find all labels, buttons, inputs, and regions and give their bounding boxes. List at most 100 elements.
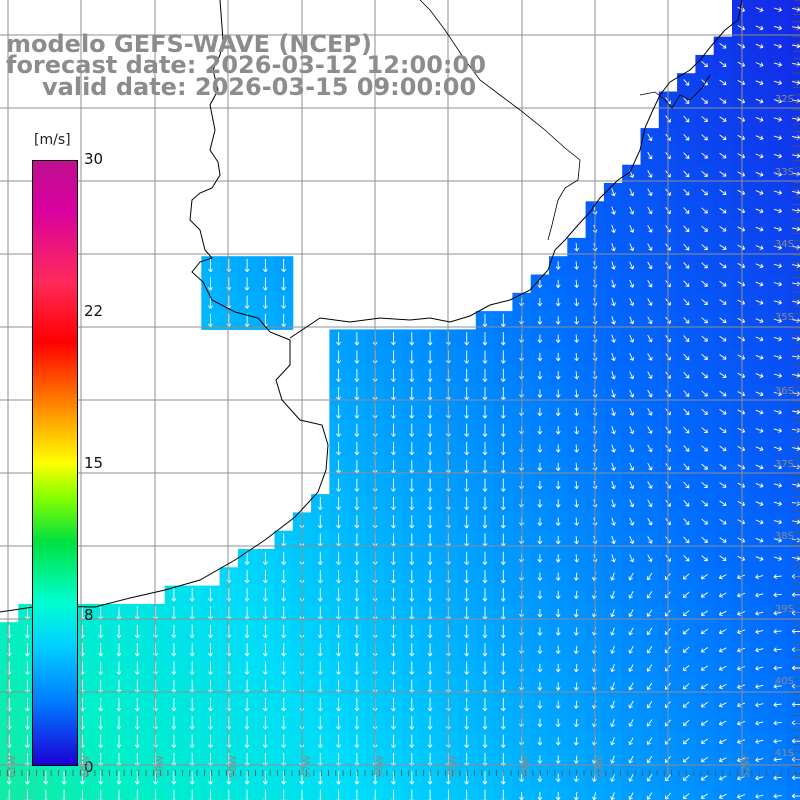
wind-arrow (611, 480, 616, 490)
wind-arrow (719, 372, 727, 378)
wind-arrow (336, 734, 341, 748)
wind-arrow (611, 224, 616, 233)
wind-arrow (391, 441, 396, 456)
wind-arrow (317, 698, 323, 712)
wind-arrow (537, 316, 543, 325)
wind-arrow (719, 555, 727, 561)
wind-arrow (773, 226, 782, 232)
wind-arrow (482, 478, 488, 492)
wind-arrow (610, 572, 615, 581)
wind-arrow (336, 588, 341, 602)
wind-arrow (737, 702, 746, 708)
wind-arrow (573, 627, 579, 636)
wind-arrow (208, 258, 213, 273)
wind-arrow (755, 98, 764, 104)
wind-arrow (391, 350, 396, 364)
wind-arrow (647, 298, 653, 306)
field-cell (622, 786, 641, 800)
wind-arrow (683, 152, 690, 159)
wind-arrow (464, 588, 470, 602)
wind-arrow (646, 609, 653, 617)
wind-arrow (574, 297, 579, 307)
wind-arrow (701, 555, 708, 562)
wind-arrow (555, 426, 561, 435)
wind-arrow (391, 588, 396, 602)
wind-arrow (98, 661, 104, 675)
wind-arrow (336, 661, 341, 675)
wind-arrow (98, 624, 104, 639)
wind-arrow (79, 771, 85, 785)
wind-arrow (262, 643, 268, 657)
wind-arrow (610, 682, 615, 691)
wind-arrow (464, 405, 470, 419)
wind-arrow (611, 243, 616, 252)
field-cell (786, 54, 800, 74)
wind-arrow (611, 371, 616, 380)
wind-arrow (500, 771, 506, 785)
wind-arrow (281, 551, 287, 565)
wind-arrow (262, 734, 268, 748)
wind-arrow (317, 771, 323, 785)
wind-arrow (683, 426, 690, 434)
wind-arrow (555, 279, 561, 288)
wind-arrow (701, 408, 708, 415)
wind-arrow (116, 716, 122, 730)
colorbar-unit: [m/s] (32, 132, 73, 148)
wind-arrow (116, 624, 122, 639)
wind-arrow (719, 299, 727, 305)
wind-arrow (25, 734, 30, 748)
wind-arrow (189, 624, 195, 639)
wind-arrow (773, 574, 782, 579)
wind-arrow (574, 444, 579, 453)
wind-arrow (737, 574, 746, 580)
wind-arrow (336, 496, 341, 511)
field-cell (786, 237, 800, 257)
wind-arrow (317, 570, 323, 584)
wind-arrow (317, 734, 323, 748)
wind-arrow (189, 771, 195, 785)
wind-arrow (611, 188, 616, 197)
wind-arrow (791, 628, 800, 634)
wind-arrow (537, 535, 543, 545)
wind-arrow (134, 643, 140, 657)
wind-arrow (610, 737, 615, 746)
wind-arrow (500, 350, 506, 364)
wind-arrow (427, 624, 433, 639)
wind-arrow (719, 134, 727, 141)
wind-arrow (755, 391, 764, 397)
lon-label: 56W (375, 755, 386, 778)
wind-arrow (391, 368, 396, 382)
wind-arrow (208, 624, 213, 639)
wind-arrow (683, 445, 690, 452)
wind-arrow (500, 551, 506, 565)
wind-arrow (464, 570, 470, 584)
field-cell (677, 786, 696, 800)
field-cell (786, 366, 800, 385)
wind-arrow (683, 79, 690, 86)
wind-arrow (555, 334, 561, 343)
wind-arrow (700, 647, 709, 653)
wind-arrow (647, 279, 653, 288)
wind-arrow (629, 481, 635, 489)
wind-arrow (537, 371, 543, 380)
wind-arrow (755, 720, 764, 726)
wind-arrow (336, 368, 341, 382)
wind-arrow (737, 592, 746, 598)
wind-arrow (791, 793, 800, 799)
wind-arrow (500, 368, 506, 382)
field-cell (603, 786, 623, 800)
wind-arrow (574, 352, 579, 362)
wind-arrow (647, 261, 653, 270)
lon-label: 60W (81, 755, 92, 778)
wind-arrow (773, 501, 782, 507)
wind-arrow (25, 624, 30, 639)
wind-arrow (391, 405, 396, 419)
lat-label: 33S (774, 167, 794, 178)
wind-arrow (719, 354, 727, 360)
wind-arrow (700, 720, 709, 726)
wind-arrow (647, 133, 653, 142)
wind-arrow (629, 279, 635, 288)
wind-arrow (354, 551, 360, 565)
wind-arrow (682, 756, 690, 763)
wind-arrow (25, 698, 30, 712)
